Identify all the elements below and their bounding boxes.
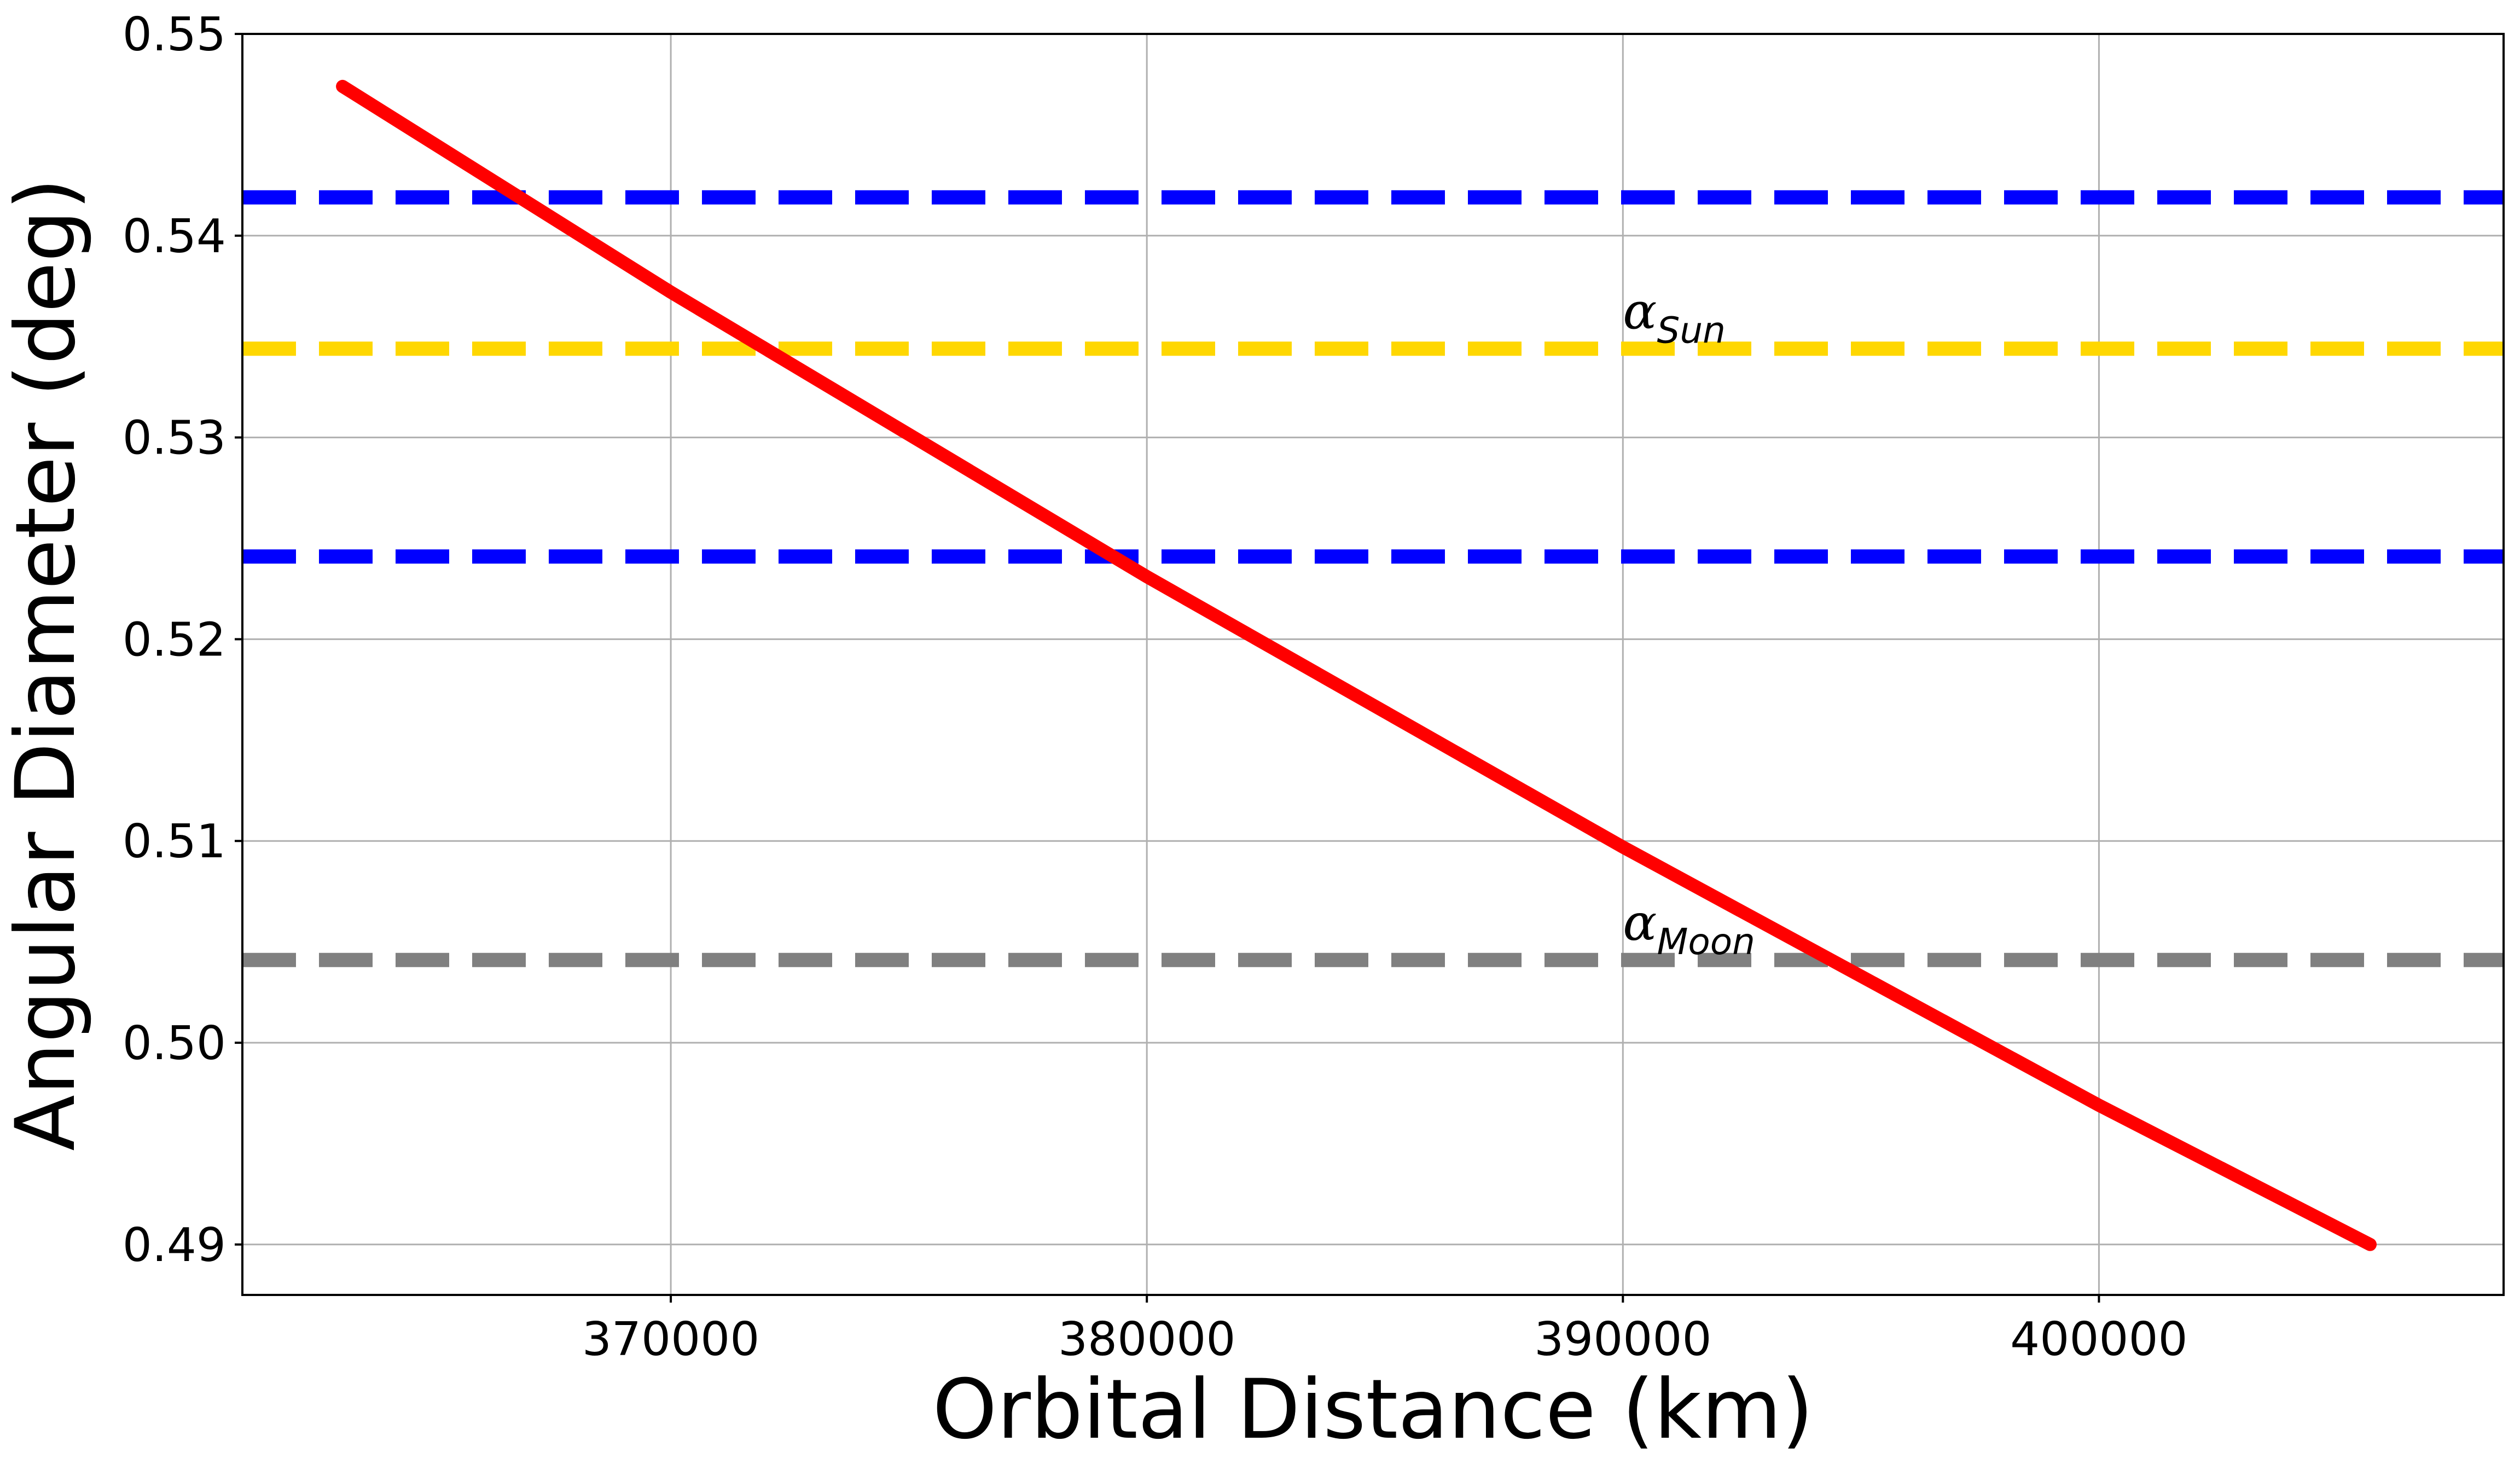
y-tick-label: 0.49 bbox=[123, 1218, 226, 1273]
y-tick-label: 0.52 bbox=[123, 613, 226, 667]
plot-frame bbox=[241, 33, 2505, 1296]
series-layer bbox=[336, 79, 2377, 1251]
annotation-subscript: Moon bbox=[1657, 921, 1755, 963]
x-tick-label: 390000 bbox=[1534, 1312, 1711, 1367]
x-tick-label: 400000 bbox=[2010, 1312, 2187, 1367]
x-axis-ticks: 370000 380000 390000 400000 bbox=[582, 1295, 2188, 1367]
y-axis-label: Angular Diameter (deg) bbox=[0, 178, 94, 1151]
annotation-subscript: Sun bbox=[1657, 309, 1726, 351]
y-tick-label: 0.55 bbox=[123, 8, 226, 62]
x-axis-label: Orbital Distance (km) bbox=[932, 1362, 1813, 1457]
y-tick-label: 0.53 bbox=[123, 411, 226, 466]
reference-lines bbox=[242, 190, 2504, 967]
y-tick-label: 0.50 bbox=[123, 1016, 226, 1071]
y-tick-label: 0.54 bbox=[123, 210, 226, 264]
x-tick-label: 380000 bbox=[1058, 1312, 1235, 1367]
y-axis-ticks: 0.49 0.50 0.51 0.52 0.53 0.54 0.55 bbox=[123, 8, 242, 1273]
y-tick-label: 0.51 bbox=[123, 815, 226, 869]
series-line bbox=[336, 79, 2377, 1251]
x-tick-label: 370000 bbox=[582, 1312, 759, 1367]
